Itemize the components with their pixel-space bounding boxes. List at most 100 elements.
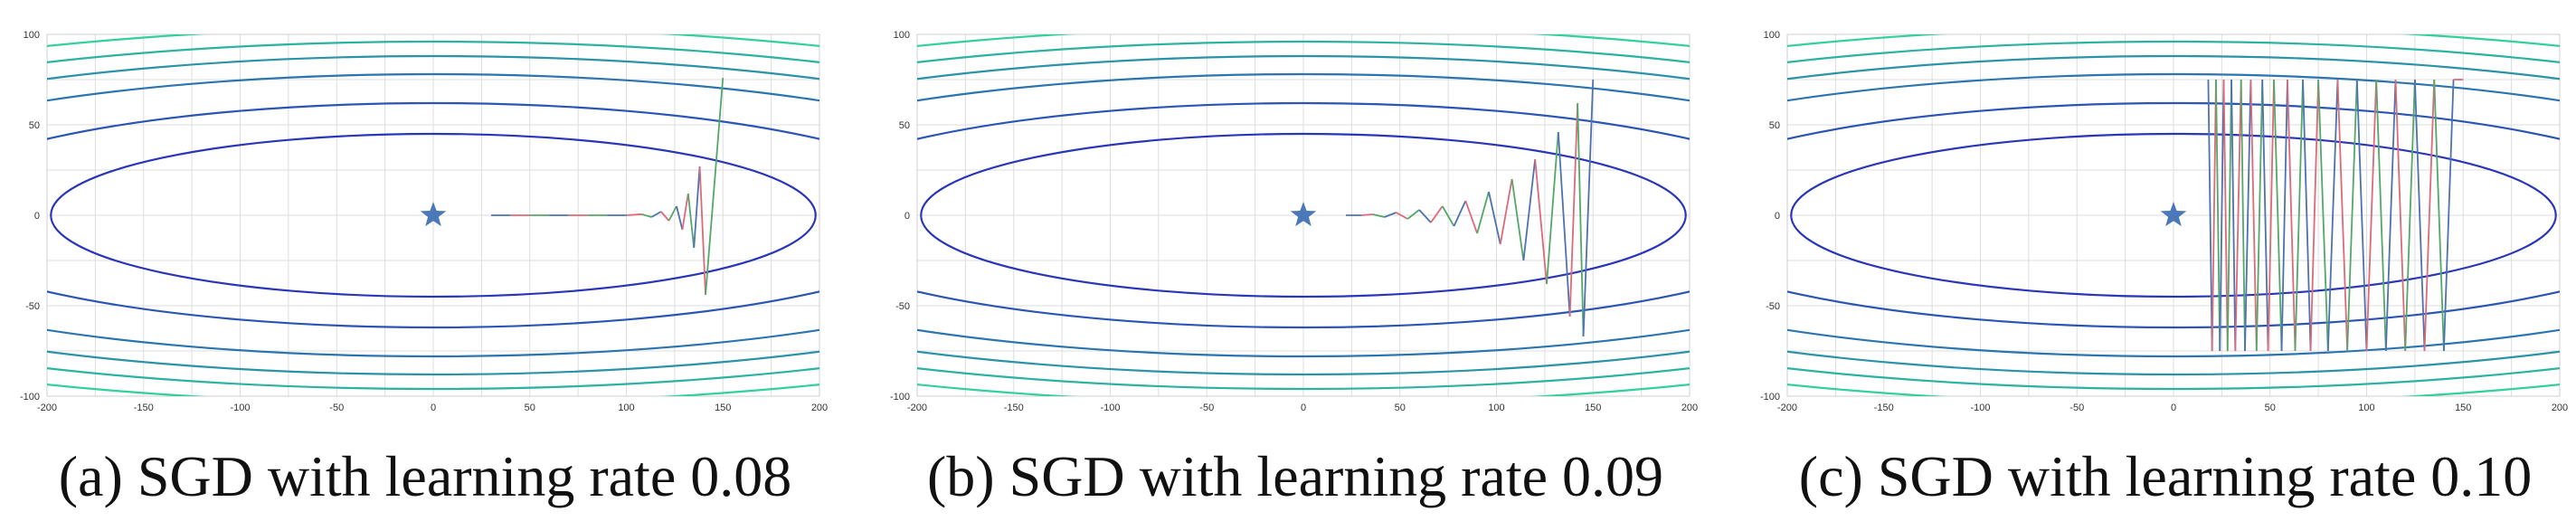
sgd-step <box>2234 79 2242 352</box>
caption-a: (a) SGD with learning rate 0.08 <box>58 444 792 508</box>
sgd-step <box>2280 79 2288 352</box>
sgd-step <box>1546 131 1559 285</box>
x-tick-label: -50 <box>2069 403 2084 413</box>
x-tick-label: 50 <box>525 403 535 413</box>
chart-c: -200 -150 -100 -50 0 50 100 150 200 100 50 0 -50 -100 <box>1760 30 2568 413</box>
x-tick-label: 150 <box>2455 403 2471 413</box>
contour-line <box>917 40 1690 391</box>
plot-frame <box>1786 33 2561 397</box>
sgd-step <box>1522 158 1537 261</box>
contour-line <box>1787 101 2560 329</box>
y-tick-label: -100 <box>20 392 40 403</box>
x-tick-label: -150 <box>1874 403 1894 413</box>
sgd-step <box>2404 79 2416 352</box>
panel-a: -200 -150 -100 -50 0 50 100 150 200 100 50 0 -50 -100… <box>0 0 850 521</box>
y-tick-label: 100 <box>894 30 910 41</box>
y-tick-label: 0 <box>904 211 910 222</box>
sgd-step <box>2287 79 2297 352</box>
y-tick-label: -50 <box>1766 301 1780 312</box>
contour-group <box>1787 34 2560 396</box>
y-tick-label: -50 <box>895 301 910 312</box>
sgd-step <box>1511 178 1525 261</box>
sgd-path <box>491 77 724 296</box>
contour-line <box>917 72 1690 358</box>
sgd-step <box>2394 79 2407 352</box>
x-tick-label: 100 <box>618 403 634 413</box>
y-tick-label: 50 <box>29 120 40 131</box>
x-tick-label: -150 <box>134 403 154 413</box>
x-tick-label: -200 <box>37 403 57 413</box>
sgd-step <box>1464 200 1478 234</box>
y-tick-label: 0 <box>1775 211 1780 222</box>
sgd-step <box>650 211 662 218</box>
sgd-step <box>1430 205 1444 223</box>
contour-line <box>47 54 819 376</box>
sgd-step <box>2433 79 2445 352</box>
x-tick-label: -100 <box>1970 403 1990 413</box>
x-tick-label: 200 <box>811 403 828 413</box>
sgd-step <box>2222 79 2229 352</box>
contour-group <box>47 34 819 396</box>
sgd-step <box>1406 209 1420 220</box>
plot-frame <box>46 33 820 397</box>
sgd-step <box>2273 79 2283 352</box>
y-tick-label: 50 <box>899 120 910 131</box>
panel-b: -200 -150 -100 -50 0 50 100 150 200 100 50 0 -50 -100… <box>870 0 1720 521</box>
sgd-step <box>1476 191 1490 234</box>
sgd-step <box>2226 79 2232 352</box>
sgd-step <box>2230 79 2237 352</box>
x-tick-label: 100 <box>1488 403 1504 413</box>
sgd-step <box>2309 79 2320 352</box>
sgd-step <box>2244 79 2252 352</box>
sgd-step <box>2211 79 2217 352</box>
sgd-step <box>1384 212 1397 218</box>
sgd-step <box>2384 79 2397 352</box>
x-tick-label: 200 <box>2552 403 2568 413</box>
sgd-step <box>1441 205 1455 227</box>
sgd-path <box>1345 79 1595 337</box>
sgd-step <box>2443 79 2455 352</box>
minimum-star-icon <box>2160 202 2187 227</box>
sgd-step <box>687 193 696 249</box>
y-tick-label: 50 <box>1769 120 1780 131</box>
sgd-step <box>1557 131 1571 317</box>
sgd-step <box>2294 79 2304 352</box>
sgd-step <box>2302 79 2312 352</box>
sgd-step <box>2423 79 2436 352</box>
sgd-step <box>681 193 689 231</box>
x-tick-label: -100 <box>230 403 250 413</box>
x-tick-label: 150 <box>1585 403 1601 413</box>
contour-line <box>47 40 819 391</box>
contour-line <box>47 72 819 358</box>
sgd-step <box>1488 191 1501 245</box>
sgd-step <box>668 205 677 222</box>
sgd-step <box>1453 200 1467 227</box>
contour-line <box>1787 54 2560 376</box>
sgd-step <box>2346 79 2358 352</box>
sgd-step <box>2413 79 2426 352</box>
x-tick-label: -50 <box>329 403 344 413</box>
sgd-step <box>1568 102 1579 317</box>
sgd-step <box>1360 213 1373 216</box>
y-tick-label: -100 <box>1760 392 1780 403</box>
minimum-star-icon <box>420 202 447 227</box>
sgd-step <box>698 166 706 296</box>
sgd-step <box>1372 213 1385 218</box>
x-tick-label: -200 <box>1777 403 1797 413</box>
sgd-step <box>693 166 701 249</box>
sgd-step <box>1582 79 1595 337</box>
sgd-step <box>2240 79 2246 352</box>
sgd-step <box>1534 158 1548 285</box>
y-tick-label: -100 <box>890 392 910 403</box>
contour-line <box>1790 132 2557 298</box>
y-tick-label: -50 <box>25 301 40 312</box>
x-tick-label: -50 <box>1199 403 1214 413</box>
sgd-step <box>2215 79 2221 352</box>
sgd-step <box>2219 79 2225 352</box>
x-tick-label: 50 <box>1395 403 1406 413</box>
sgd-step <box>2267 79 2275 352</box>
contour-line <box>1787 72 2560 358</box>
contour-line <box>1787 40 2560 391</box>
sgd-step <box>2249 79 2258 352</box>
sgd-step <box>1577 102 1585 337</box>
